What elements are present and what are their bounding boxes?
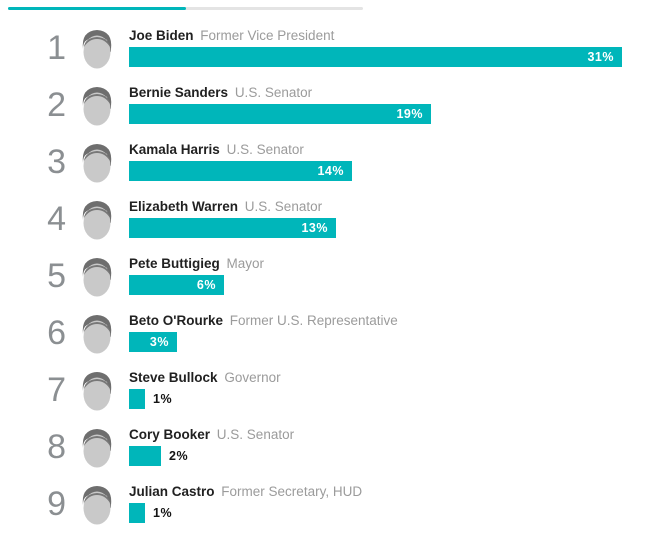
candidate-photo	[77, 140, 117, 186]
candidate-row: 2 Bernie Sanders U.S. Senator 19%	[0, 81, 663, 138]
rank-number: 7	[47, 371, 66, 409]
poll-bar: 3%	[129, 332, 177, 352]
rank-number: 3	[47, 143, 66, 181]
candidate-title: Former Secretary, HUD	[221, 484, 363, 499]
candidate-name: Elizabeth Warren	[129, 199, 239, 214]
candidate-title: Former Vice President	[200, 28, 335, 43]
poll-bar: 6%	[129, 275, 224, 295]
poll-bar	[129, 446, 161, 466]
candidate-row: 6 Beto O'Rourke Former U.S. Representati…	[0, 309, 663, 366]
poll-percent-label: 14%	[317, 164, 344, 178]
candidate-title: U.S. Senator	[244, 199, 323, 214]
candidate-content: Cory Booker U.S. Senator 2%	[129, 423, 663, 466]
candidate-row: 4 Elizabeth Warren U.S. Senator 13%	[0, 195, 663, 252]
candidate-title: Mayor	[226, 256, 265, 271]
candidate-content: Beto O'Rourke Former U.S. Representative…	[129, 309, 663, 352]
poll-percent-label: 3%	[149, 335, 169, 349]
candidate-name: Cory Booker	[129, 427, 211, 442]
candidate-photo	[77, 368, 117, 414]
candidate-photo	[77, 197, 117, 243]
poll-bar	[129, 503, 145, 523]
rank-number: 8	[47, 428, 66, 466]
candidate-photo	[77, 311, 117, 357]
candidate-name: Beto O'Rourke	[129, 313, 223, 328]
candidate-list: 1 Joe Biden Former Vice President 31% 2	[0, 24, 663, 537]
candidate-row: 3 Kamala Harris U.S. Senator 14%	[0, 138, 663, 195]
rank-number: 5	[47, 257, 66, 295]
candidate-content: Elizabeth Warren U.S. Senator 13%	[129, 195, 663, 238]
candidate-title: U.S. Senator	[216, 427, 295, 442]
candidate-row: 9 Julian Castro Former Secretary, HUD 1%	[0, 480, 663, 537]
candidate-name: Steve Bullock	[129, 370, 218, 385]
candidate-row: 1 Joe Biden Former Vice President 31%	[0, 24, 663, 81]
poll-bar	[129, 389, 145, 409]
poll-percent-label: 1%	[153, 392, 173, 406]
candidate-row: 5 Pete Buttigieg Mayor 6%	[0, 252, 663, 309]
candidate-photo	[77, 254, 117, 300]
candidate-content: Bernie Sanders U.S. Senator 19%	[129, 81, 663, 124]
candidate-row: 7 Steve Bullock Governor 1%	[0, 366, 663, 423]
candidate-title: Governor	[224, 370, 281, 385]
carousel-progress-track	[8, 7, 363, 10]
candidate-content: Joe Biden Former Vice President 31%	[129, 24, 663, 67]
candidate-photo	[77, 425, 117, 471]
poll-bar: 31%	[129, 47, 622, 67]
poll-percent-label: 2%	[169, 449, 189, 463]
poll-percent-label: 31%	[587, 50, 614, 64]
candidate-photo	[77, 26, 117, 72]
candidate-name: Kamala Harris	[129, 142, 220, 157]
candidate-name: Joe Biden	[129, 28, 194, 43]
poll-bar: 14%	[129, 161, 352, 181]
candidate-title: Former U.S. Representative	[229, 313, 398, 328]
candidate-name: Bernie Sanders	[129, 85, 229, 100]
rank-number: 4	[47, 200, 66, 238]
rank-number: 9	[47, 485, 66, 523]
candidate-photo	[77, 482, 117, 528]
rank-number: 2	[47, 86, 66, 124]
candidate-row: 8 Cory Booker U.S. Senator 2%	[0, 423, 663, 480]
poll-bar: 19%	[129, 104, 431, 124]
poll-percent-label: 13%	[301, 221, 328, 235]
candidate-photo	[77, 83, 117, 129]
candidate-name: Julian Castro	[129, 484, 215, 499]
candidate-content: Kamala Harris U.S. Senator 14%	[129, 138, 663, 181]
poll-percent-label: 1%	[153, 506, 173, 520]
poll-percent-label: 19%	[396, 107, 423, 121]
rank-number: 1	[47, 29, 66, 67]
candidate-name: Pete Buttigieg	[129, 256, 220, 271]
rank-number: 6	[47, 314, 66, 352]
candidate-content: Steve Bullock Governor 1%	[129, 366, 663, 409]
carousel-progress-thumb[interactable]	[8, 7, 186, 10]
candidate-content: Julian Castro Former Secretary, HUD 1%	[129, 480, 663, 523]
poll-bar: 13%	[129, 218, 336, 238]
candidate-title: U.S. Senator	[226, 142, 304, 157]
candidate-content: Pete Buttigieg Mayor 6%	[129, 252, 663, 295]
candidate-title: U.S. Senator	[234, 85, 313, 100]
poll-percent-label: 6%	[196, 278, 216, 292]
